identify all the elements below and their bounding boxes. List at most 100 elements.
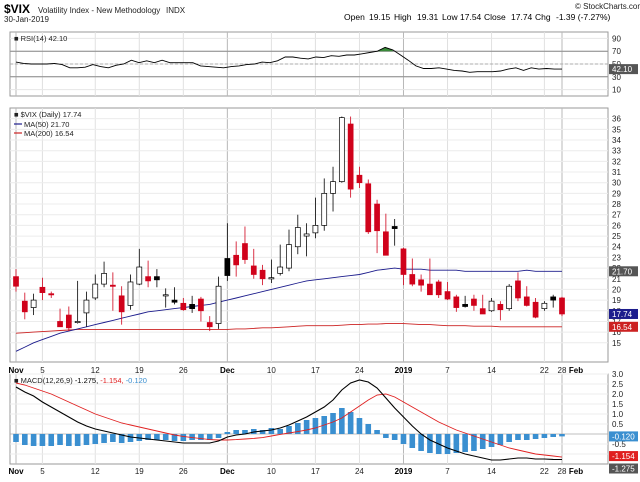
macd-histogram-bar	[409, 434, 416, 448]
change-label: Chg	[535, 12, 551, 22]
macd-histogram-bar	[233, 430, 239, 434]
rsi-last-badge	[609, 64, 638, 75]
price-y-tick-label: 27	[612, 211, 621, 220]
macd-line	[15, 379, 563, 461]
macd-x-tick-label: 5	[40, 467, 45, 476]
macd-y-tick-label: -0.5	[612, 440, 626, 449]
macd-x-tick-label: Dec	[220, 467, 235, 476]
macd-histogram-bar	[57, 434, 63, 445]
macd-histogram-bar	[162, 434, 169, 440]
macd-x-tick-label: 2019	[395, 467, 413, 476]
candle-body	[224, 258, 231, 276]
price-x-tick-label: Nov	[8, 366, 24, 375]
ma200-legend-label: MA(200) 16.54	[24, 129, 74, 138]
candle-body	[250, 265, 257, 275]
macd-x-tick-label: 12	[91, 467, 100, 476]
macd-histogram-bar	[523, 434, 530, 440]
macd-signal-last-badge-text: -1.154	[612, 452, 635, 461]
macd-histogram-bar	[215, 434, 222, 438]
candle-body	[409, 274, 416, 285]
candle-body	[83, 299, 90, 314]
macd-histogram-bar	[242, 430, 248, 434]
candle-body	[374, 203, 380, 232]
candle-body	[294, 227, 301, 248]
macd-line-last-badge	[609, 463, 638, 474]
macd-y-tick-label: 2.5	[612, 380, 624, 389]
candle-body	[57, 321, 63, 328]
price-y-tick-label: 31	[612, 168, 621, 177]
price-y-tick-label: 25	[612, 232, 621, 241]
price-x-tick-label: 22	[540, 366, 549, 375]
price-y-tick-label: 28	[612, 200, 621, 209]
macd-x-tick-label: 22	[540, 467, 549, 476]
macd-histogram-bar	[39, 434, 46, 446]
candle-body	[92, 283, 99, 299]
candle-body	[242, 243, 248, 260]
price-x-tick-label: 24	[355, 366, 364, 375]
rsi-y-tick-label: 70	[612, 47, 621, 56]
macd-panel: -1.0-0.50.51.01.52.02.53.0■ MACD(12,26,9…	[8, 370, 638, 476]
candle-body	[471, 298, 477, 306]
macd-histogram-bar	[154, 434, 160, 440]
macd-histogram-bar	[74, 434, 81, 446]
macd-y-tick-label: 1.0	[612, 410, 624, 419]
macd-histogram-bar	[145, 434, 151, 440]
candle-body	[180, 302, 187, 311]
price-y-tick-label: 26	[612, 221, 621, 230]
macd-signal-last-badge	[609, 451, 638, 462]
macd-x-tick-label: 17	[311, 467, 320, 476]
macd-x-tick-label: Nov	[8, 467, 24, 476]
rsi-y-tick-label: 10	[612, 86, 621, 95]
rsi-y-tick-label: 30	[612, 73, 621, 82]
macd-histogram-bar	[110, 434, 116, 442]
open-value: 19.15	[369, 12, 391, 22]
rsi-y-tick-label: 90	[612, 34, 621, 43]
candle-body	[48, 293, 55, 296]
macd-histogram-bar	[532, 434, 539, 439]
ma50-last-badge	[609, 266, 638, 277]
macd-histogram-bar	[295, 423, 301, 434]
price-x-tick-label: 10	[267, 366, 276, 375]
macd-histogram-bar	[22, 434, 28, 445]
macd-histogram-bar	[479, 434, 486, 449]
rsi-legend: ■ RSI(14) 42.10	[14, 34, 67, 43]
macd-histogram-bar	[48, 434, 55, 446]
price-x-tick-label: 17	[311, 366, 320, 375]
macd-x-tick-label: 24	[355, 467, 364, 476]
candle-body	[418, 279, 424, 286]
candle-body	[21, 300, 28, 313]
candle-body	[303, 233, 310, 237]
rsi-last-badge-text: 42.10	[612, 65, 633, 74]
candle-body	[365, 183, 372, 233]
candle-body	[383, 231, 389, 256]
macd-x-tick-label: 26	[179, 467, 188, 476]
candle-body	[233, 254, 240, 266]
candle-body	[444, 291, 451, 300]
instrument-name: Volatility Index - New Methodology	[38, 6, 160, 15]
macd-histogram-bar	[259, 430, 266, 434]
macd-histogram-bar	[444, 434, 451, 454]
price-x-tick-label: Dec	[220, 366, 235, 375]
macd-histogram-bar	[550, 434, 556, 437]
macd-histogram-bar	[171, 434, 178, 441]
candle-body	[550, 296, 557, 301]
macd-histogram-bar	[497, 434, 504, 445]
candle-body	[136, 266, 143, 285]
candle-body	[321, 193, 328, 226]
macd-histogram-bar	[347, 412, 354, 434]
macd-line-last-badge-text: -1.275	[612, 465, 635, 474]
macd-histogram-bar	[83, 434, 90, 445]
price-y-tick-label: 30	[612, 179, 621, 188]
candle-body	[391, 226, 398, 229]
macd-x-tick-label: 28	[558, 467, 567, 476]
macd-histogram-bar	[365, 424, 372, 434]
macd-histogram-bar	[418, 434, 424, 451]
candle-body	[189, 304, 195, 309]
candle-body	[356, 174, 363, 184]
candle-body	[127, 281, 134, 306]
macd-x-tick-label: Feb	[569, 467, 583, 476]
price-x-tick-label: 28	[558, 366, 567, 375]
high-value: 19.31	[417, 12, 439, 22]
macd-histogram-bar	[559, 434, 565, 437]
